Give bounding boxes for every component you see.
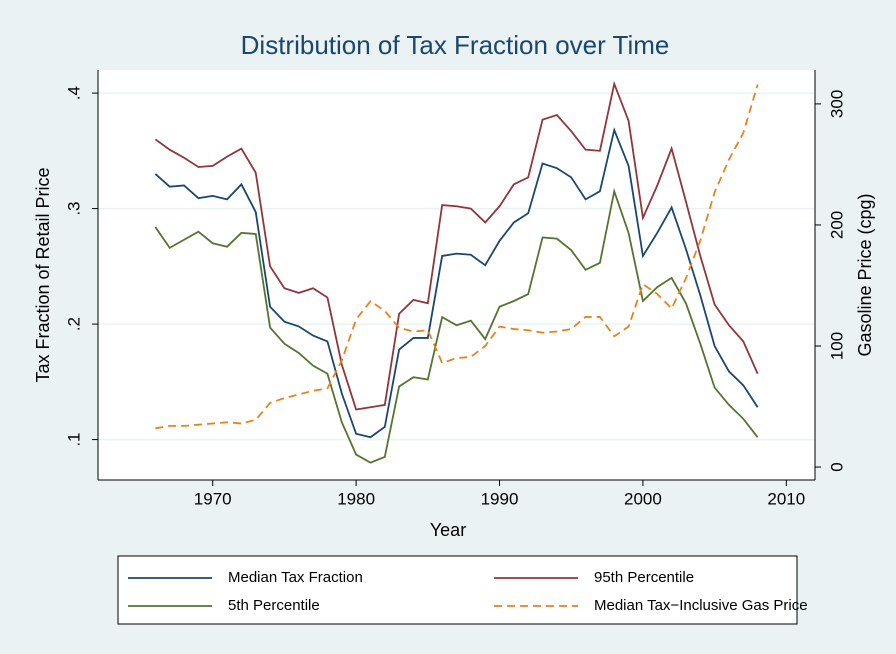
- y-tick-label: .1: [64, 432, 83, 446]
- x-tick-label: 1970: [194, 489, 232, 508]
- y2-axis-label: Gasoline Price (cpg): [855, 193, 875, 356]
- chart-title: Distribution of Tax Fraction over Time: [241, 30, 670, 60]
- x-tick-label: 2000: [624, 489, 662, 508]
- y-axis-label: Tax Fraction of Retail Price: [33, 167, 53, 382]
- legend: [117, 555, 798, 625]
- series-line: [155, 84, 759, 430]
- series-line: [154, 80, 759, 411]
- legend-label: Median Tax Fraction: [228, 569, 363, 586]
- x-tick-label: 2010: [767, 489, 805, 508]
- x-tick-label: 1990: [481, 489, 519, 508]
- y2-tick-label: 100: [827, 332, 846, 360]
- y-tick-label: .4: [64, 86, 83, 100]
- plot-area: [98, 70, 815, 480]
- y2-tick-label: 200: [827, 211, 846, 239]
- series-line: [154, 127, 759, 439]
- legend-label: 95th Percentile: [594, 569, 694, 586]
- x-axis-label: Year: [430, 520, 466, 540]
- y2-tick-label: 0: [827, 462, 846, 471]
- y-tick-label: .2: [64, 317, 83, 331]
- x-tick-label: 1980: [337, 489, 375, 508]
- legend-label: Median Tax−Inclusive Gas Price: [594, 597, 808, 614]
- y2-tick-label: 300: [827, 90, 846, 118]
- legend-label: 5th Percentile: [228, 597, 320, 614]
- y-tick-label: .3: [64, 201, 83, 215]
- series-line: [154, 187, 759, 464]
